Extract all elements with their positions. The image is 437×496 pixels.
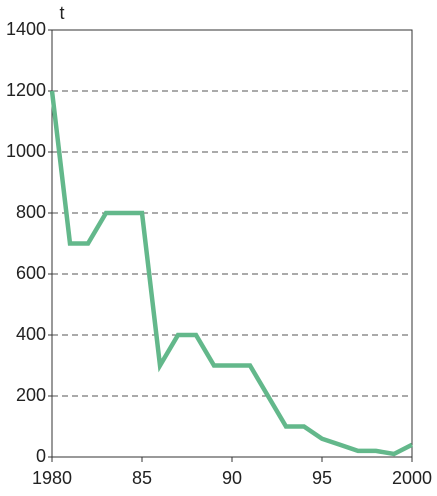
data-line	[49, 90, 414, 457]
plot-frame	[51, 29, 413, 458]
y-tick-label: 1200	[6, 80, 46, 100]
y-tick-label: 0	[36, 446, 46, 466]
x-tick-label: 1980	[32, 468, 72, 488]
x-tick-label: 2000	[392, 468, 432, 488]
y-tick-label: 800	[16, 202, 46, 222]
x-tick-label: 90	[222, 468, 242, 488]
y-tick-label: 600	[16, 263, 46, 283]
x-tick-label: 95	[312, 468, 332, 488]
y-tick-label: 1400	[6, 19, 46, 39]
y-tick-label: 200	[16, 385, 46, 405]
y-tick-label: 1000	[6, 141, 46, 161]
y-tick-label: 400	[16, 324, 46, 344]
y-axis-label: t	[59, 3, 64, 23]
x-tick-label: 85	[132, 468, 152, 488]
